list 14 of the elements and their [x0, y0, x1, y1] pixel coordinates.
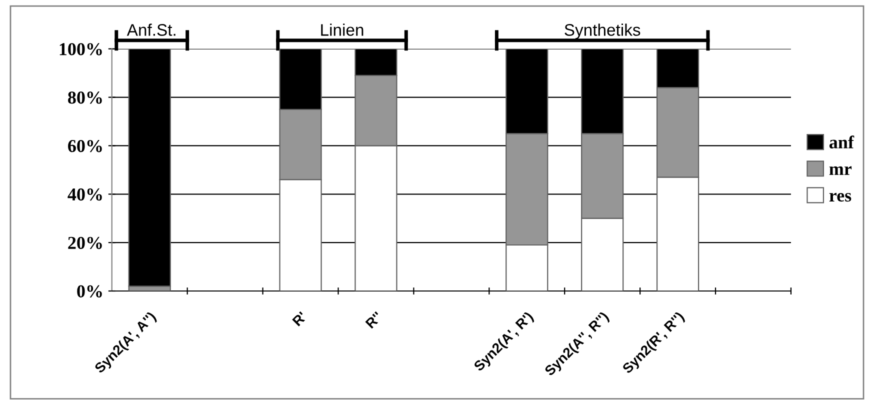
legend-label: anf: [829, 136, 854, 148]
text: Linien: [321, 24, 364, 36]
text: Synthetiks: [564, 24, 640, 40]
y-tick-label: 0%: [77, 285, 102, 298]
x-tick-label: R'': [365, 311, 383, 329]
y-tick-label: 20%: [68, 236, 102, 250]
y-tick-label: 80%: [68, 92, 102, 104]
legend-label: res: [829, 192, 852, 202]
legend-label: mr: [829, 166, 852, 175]
text: Anf.St.: [126, 24, 176, 36]
y-tick-label: 100%: [60, 43, 102, 56]
y-tick-label: 40%: [68, 188, 102, 201]
x-tick-label: R': [292, 311, 308, 326]
y-tick-label: 60%: [68, 140, 102, 152]
